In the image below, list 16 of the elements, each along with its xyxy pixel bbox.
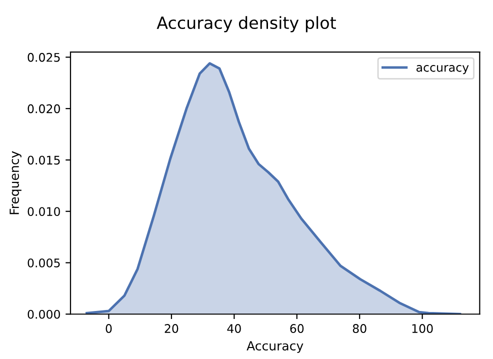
x-tick-label: 40 [227, 324, 241, 333]
y-axis-title: Frequency [10, 151, 22, 214]
y-tick-label: 0.025 [28, 52, 60, 62]
y-tick-label: 0.020 [28, 104, 60, 114]
y-tick-label: 0.005 [28, 258, 60, 268]
x-tick-label: 0 [106, 324, 112, 333]
y-tick-label: 0.010 [28, 207, 60, 216]
x-tick-label: 100 [412, 324, 433, 333]
x-axis-title: Accuracy [246, 341, 304, 353]
x-tick-label: 80 [352, 324, 366, 333]
x-tick-label: 60 [290, 324, 304, 333]
chart-title: Accuracy density plot [156, 16, 336, 32]
legend-label: accuracy [416, 65, 469, 74]
y-tick-label: 0.015 [28, 156, 60, 165]
x-tick-label: 20 [164, 324, 178, 333]
y-tick-label: 0.000 [28, 310, 60, 319]
